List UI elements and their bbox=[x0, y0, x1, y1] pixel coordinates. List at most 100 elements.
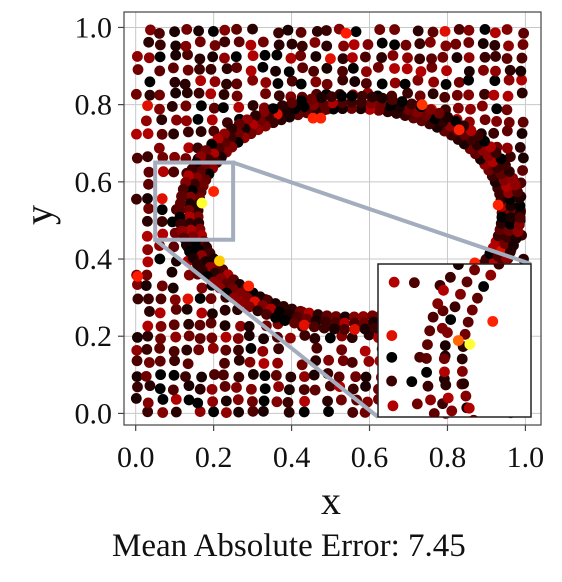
inset-data-point bbox=[406, 376, 418, 388]
data-point bbox=[170, 49, 182, 61]
data-point bbox=[346, 52, 358, 64]
x-tick-label: 0.0 bbox=[117, 441, 155, 474]
data-point bbox=[170, 331, 182, 343]
data-point bbox=[347, 62, 359, 74]
data-point bbox=[180, 371, 191, 383]
data-point bbox=[279, 315, 291, 326]
data-point bbox=[233, 371, 245, 383]
data-point bbox=[323, 406, 334, 417]
data-point bbox=[451, 52, 463, 63]
data-point bbox=[505, 212, 517, 223]
data-point bbox=[155, 320, 167, 332]
inset-data-point bbox=[438, 353, 450, 365]
data-point bbox=[514, 141, 526, 153]
high-error-point bbox=[196, 197, 208, 209]
data-point bbox=[219, 320, 231, 332]
data-point bbox=[142, 193, 153, 204]
data-point bbox=[195, 126, 207, 137]
data-point bbox=[361, 66, 372, 78]
data-point bbox=[194, 383, 206, 395]
data-point bbox=[350, 371, 362, 383]
y-tick-label: 1.0 bbox=[75, 11, 113, 44]
inset-data-point bbox=[427, 311, 439, 323]
inset-data-point bbox=[458, 378, 469, 390]
data-point bbox=[337, 53, 349, 65]
data-point bbox=[257, 36, 269, 48]
data-point bbox=[157, 407, 169, 418]
data-point bbox=[243, 330, 255, 342]
data-point bbox=[154, 103, 165, 115]
data-point bbox=[154, 51, 166, 63]
data-point bbox=[433, 107, 445, 119]
data-point bbox=[232, 333, 244, 344]
data-point bbox=[356, 90, 368, 102]
inset-data-point bbox=[440, 379, 452, 391]
data-point bbox=[285, 332, 296, 344]
data-point bbox=[514, 212, 526, 224]
inset-data-point bbox=[387, 400, 399, 412]
data-point bbox=[450, 115, 462, 127]
data-point bbox=[143, 166, 155, 178]
y-tick-label: 0.6 bbox=[75, 166, 113, 199]
data-point bbox=[248, 369, 259, 380]
data-point bbox=[362, 39, 374, 50]
data-point bbox=[325, 53, 336, 65]
data-point bbox=[154, 307, 166, 319]
data-point bbox=[244, 301, 255, 313]
data-point bbox=[131, 51, 143, 62]
data-point bbox=[144, 380, 156, 392]
data-point bbox=[270, 312, 282, 324]
data-point bbox=[181, 303, 193, 315]
data-point bbox=[231, 23, 242, 35]
data-point bbox=[386, 94, 398, 106]
data-point bbox=[196, 371, 208, 383]
data-point bbox=[424, 104, 436, 116]
data-point bbox=[406, 98, 418, 110]
inset-data-point bbox=[456, 353, 468, 365]
data-point bbox=[233, 36, 245, 48]
data-point bbox=[517, 39, 529, 50]
data-point bbox=[259, 49, 271, 61]
data-point bbox=[442, 111, 454, 123]
data-point bbox=[205, 317, 217, 329]
data-point bbox=[271, 49, 283, 61]
data-point bbox=[217, 102, 229, 114]
data-point bbox=[252, 305, 264, 317]
data-point bbox=[231, 90, 243, 102]
data-point bbox=[389, 63, 400, 74]
data-point bbox=[298, 384, 310, 396]
data-point bbox=[396, 96, 408, 107]
data-point bbox=[142, 151, 154, 163]
data-point bbox=[346, 332, 358, 344]
data-point bbox=[232, 394, 244, 406]
data-point bbox=[156, 128, 168, 140]
data-point bbox=[209, 40, 221, 51]
data-point bbox=[154, 253, 166, 265]
data-point bbox=[360, 78, 372, 89]
data-point bbox=[516, 52, 528, 64]
data-point bbox=[463, 66, 475, 77]
data-point bbox=[295, 27, 307, 38]
data-point bbox=[503, 74, 515, 86]
data-point bbox=[501, 125, 513, 137]
data-point bbox=[208, 25, 219, 37]
data-point bbox=[309, 37, 321, 48]
data-point bbox=[503, 40, 514, 52]
data-point bbox=[412, 74, 424, 86]
data-point bbox=[143, 36, 155, 48]
data-point bbox=[220, 344, 232, 356]
data-point bbox=[140, 370, 152, 382]
data-point bbox=[207, 51, 219, 63]
inset-data-point bbox=[411, 398, 423, 410]
data-point bbox=[245, 39, 257, 51]
data-point bbox=[347, 407, 359, 418]
y-tick-label: 0.8 bbox=[75, 89, 113, 122]
data-point bbox=[131, 355, 143, 367]
data-point bbox=[131, 193, 142, 205]
data-point bbox=[154, 28, 165, 39]
data-point bbox=[414, 38, 426, 50]
data-point bbox=[310, 76, 322, 88]
data-point bbox=[272, 78, 284, 89]
data-point bbox=[283, 384, 295, 396]
